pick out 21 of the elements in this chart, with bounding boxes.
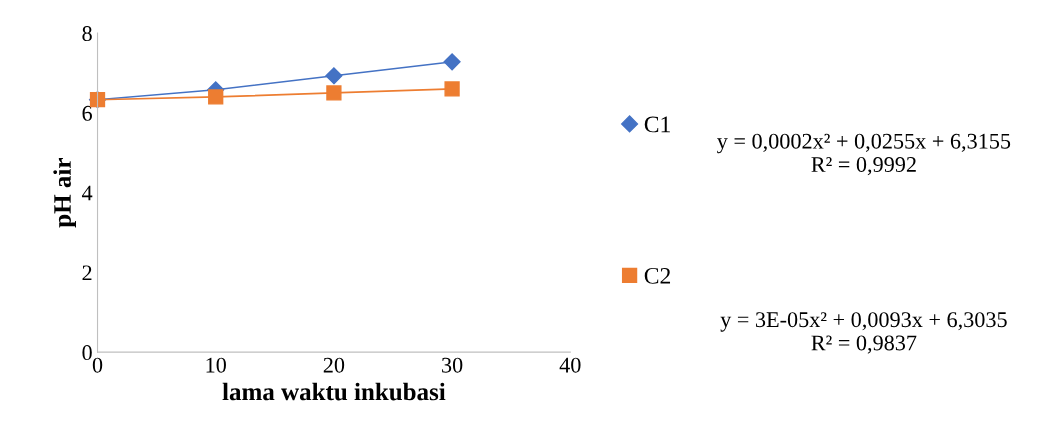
point (326, 85, 342, 101)
text: y = 0,0002x² + 0,0255x + 6,3155 R² = 0,9992 (717, 133, 1011, 176)
x-tick-label: 10 (206, 357, 226, 373)
y-tick-label: 8 (82, 26, 92, 42)
y-tick-label: 2 (82, 265, 92, 281)
point (444, 81, 460, 97)
legend-label: C2 (644, 267, 671, 284)
y-tick-label: 4 (81, 185, 93, 201)
x-tick-label: 40 (559, 357, 581, 373)
text: y = 3E-05x² + 0,0093x + 6,3035 R² = 0,9837 (720, 312, 1007, 354)
x-tick-label: 30 (442, 357, 463, 373)
y-axis-title: pH air (53, 158, 76, 228)
y-tick-label: 6 (82, 105, 92, 121)
x-tick-label: 0 (92, 357, 103, 373)
y-tick-label: 0 (82, 345, 92, 361)
point (208, 89, 224, 105)
x-axis-title: lama waktu inkubasi (222, 382, 446, 401)
point (325, 67, 343, 85)
x-tick-label: 20 (323, 357, 345, 373)
legend-label: C1 (644, 116, 670, 133)
point (443, 53, 461, 71)
